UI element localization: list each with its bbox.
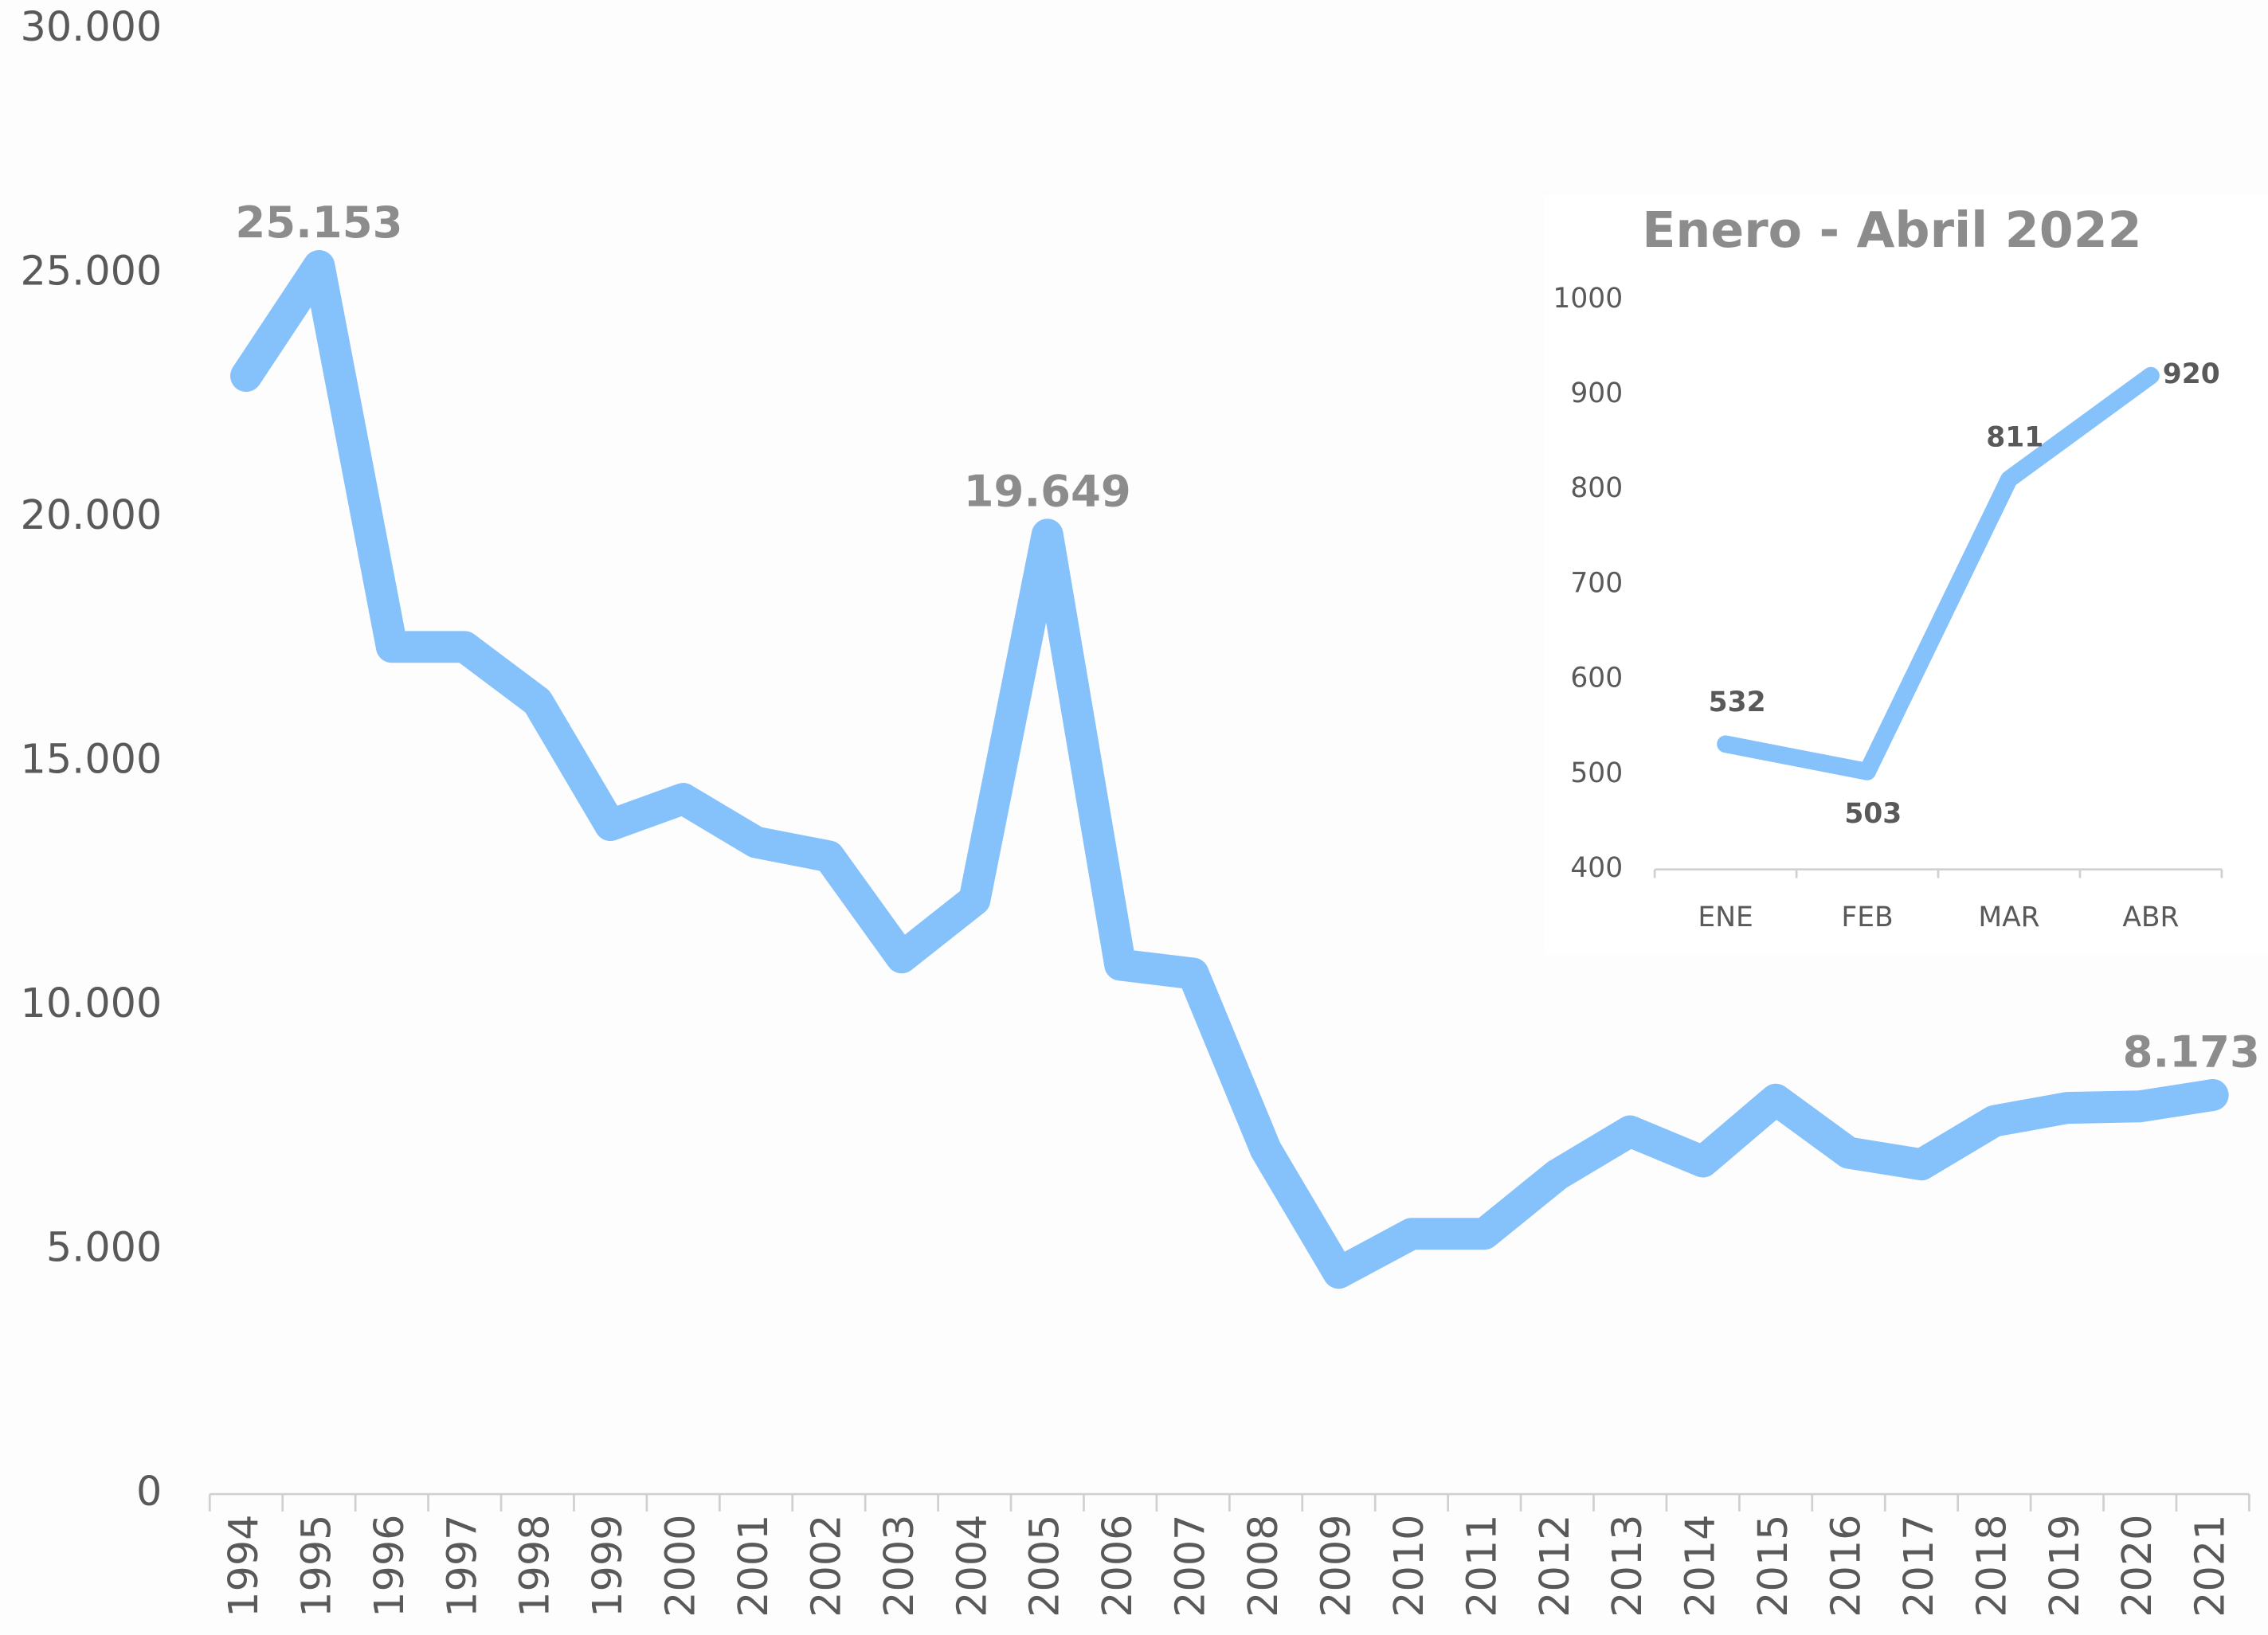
line (230, 249, 2229, 1289)
x-tick-label: ABR (2122, 902, 2179, 933)
x-tick-label: 2000 (657, 1514, 704, 1617)
y-tick-label: 25.000 (20, 247, 162, 294)
x-tick-label: 2007 (1167, 1514, 1214, 1617)
x-tick-label: 2008 (1240, 1514, 1287, 1617)
x-tick-label: 2015 (1749, 1514, 1796, 1617)
y-tick-label: 10.000 (20, 980, 162, 1027)
x-tick-label: 2021 (2187, 1514, 2234, 1617)
x-tick-label: 2016 (1823, 1514, 1870, 1617)
line (1717, 366, 2160, 780)
x-tick-label: 2009 (1312, 1514, 1359, 1617)
y-tick-label: 5.000 (46, 1224, 163, 1271)
x-tick-label: 2005 (1021, 1514, 1068, 1617)
x-tick-label: FEB (1841, 902, 1893, 933)
y-tick-label: 900 (1570, 377, 1623, 409)
y-tick-label: 800 (1570, 472, 1623, 504)
x-tick-label: 2002 (802, 1514, 849, 1617)
y-tick-label: 0 (136, 1468, 162, 1515)
y-tick-label: 500 (1570, 757, 1623, 789)
x-tick-label: 1996 (366, 1514, 413, 1617)
x-tick-label: ENE (1698, 902, 1753, 933)
x-tick-label: 2003 (875, 1514, 922, 1617)
x-tick-label: 2010 (1385, 1514, 1432, 1617)
x-tick-label: 1998 (511, 1514, 558, 1617)
x-tick-label: 1999 (584, 1514, 631, 1617)
x-tick-label: 2017 (1895, 1514, 1942, 1617)
data-label: 8.173 (2123, 1026, 2260, 1077)
x-tick-label: 2012 (1531, 1514, 1578, 1617)
x-tick-label: 2006 (1094, 1514, 1141, 1617)
y-tick-label: 15.000 (20, 735, 162, 782)
y-tick-label: 400 (1570, 852, 1623, 884)
data-label: 25.153 (235, 197, 402, 248)
data-label: 811 (1986, 421, 2043, 453)
y-tick-label: 700 (1570, 567, 1623, 599)
y-tick-label: 1000 (1553, 283, 1623, 315)
data-label: 920 (2163, 358, 2220, 390)
x-tick-label: 1997 (438, 1514, 485, 1617)
y-tick-label: 600 (1570, 663, 1623, 694)
x-tick-label: 2013 (1604, 1514, 1651, 1617)
x-tick-label: 1995 (292, 1514, 339, 1617)
x-tick-label: 2014 (1677, 1514, 1724, 1617)
x-tick-label: 1994 (220, 1514, 267, 1617)
data-label: 19.649 (964, 466, 1131, 517)
inset-title: Enero - Abril 2022 (1642, 201, 2141, 259)
x-tick-label: MAR (1978, 902, 2039, 933)
data-label: 503 (1844, 798, 1902, 830)
y-tick-label: 30.000 (20, 3, 162, 50)
x-tick-label: 2019 (2041, 1514, 2088, 1617)
x-tick-label: 2001 (730, 1514, 777, 1617)
x-tick-label: 2004 (948, 1514, 995, 1617)
x-tick-label: 2011 (1458, 1514, 1505, 1617)
x-tick-label: 2018 (1968, 1514, 2015, 1617)
data-label: 532 (1709, 686, 1766, 718)
x-tick-label: 2020 (2113, 1514, 2160, 1617)
inset-background (1545, 195, 2268, 955)
y-tick-label: 20.000 (20, 491, 162, 538)
